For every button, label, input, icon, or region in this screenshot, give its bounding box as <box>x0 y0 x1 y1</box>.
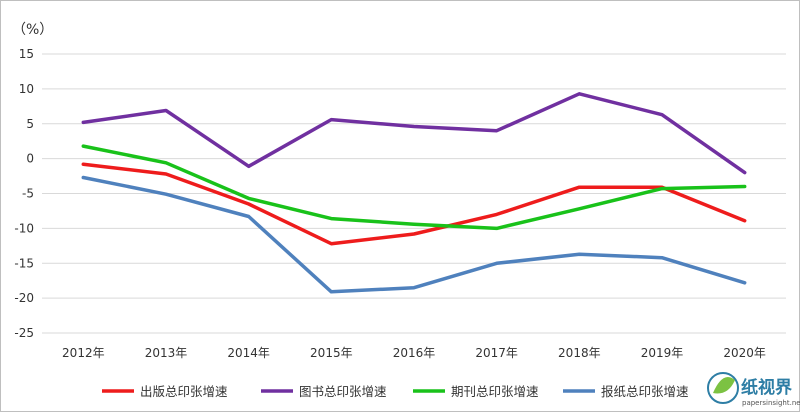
series-line-1 <box>81 162 747 246</box>
data-point <box>743 171 746 174</box>
data-point <box>82 163 85 166</box>
data-point <box>330 217 333 220</box>
data-point <box>660 113 663 116</box>
x-tick-label: 2018年 <box>558 346 601 360</box>
data-point <box>660 187 663 190</box>
x-tick-label: 2012年 <box>62 346 105 360</box>
legend-label: 图书总印张增速 <box>299 384 387 399</box>
y-tick-label: -25 <box>14 326 34 340</box>
x-tick-label: 2017年 <box>475 346 518 360</box>
data-point <box>578 253 581 256</box>
series-line-4 <box>81 175 747 294</box>
y-axis-ticks: 15 10 5 0 -5 -10 -15 -20 -25 <box>14 47 34 340</box>
data-point <box>247 202 250 205</box>
series-line-2 <box>81 92 747 175</box>
data-point <box>82 144 85 147</box>
x-axis-ticks: 2012年 2013年 2014年 2015年 2016年 2017年 2018年 2019年… <box>62 346 766 360</box>
data-point <box>164 161 167 164</box>
y-tick-label: -20 <box>14 291 34 305</box>
series-lines <box>81 92 747 294</box>
y-tick-label: 0 <box>26 152 34 166</box>
data-point <box>247 197 250 200</box>
data-point <box>164 172 167 175</box>
series-line-3 <box>81 144 747 231</box>
x-tick-label: 2013年 <box>145 346 188 360</box>
data-point <box>164 193 167 196</box>
data-point <box>247 215 250 218</box>
watermark-text: 纸视界 <box>741 377 792 398</box>
y-tick-label: 5 <box>26 117 34 131</box>
watermark-subtext: papersinsight.net <box>742 399 800 407</box>
grid-lines <box>42 53 786 334</box>
data-point <box>412 286 415 289</box>
data-point <box>412 223 415 226</box>
x-tick-label: 2014年 <box>227 346 270 360</box>
data-point <box>578 92 581 95</box>
legend-label: 出版总印张增速 <box>140 384 228 399</box>
data-point <box>743 281 746 284</box>
data-point <box>578 186 581 189</box>
watermark-leaf-icon <box>707 372 739 404</box>
x-tick-label: 2016年 <box>393 346 436 360</box>
watermark-leaf-shape <box>713 376 735 394</box>
data-point <box>247 165 250 168</box>
y-tick-label: -10 <box>14 221 34 235</box>
y-tick-label: -5 <box>22 187 34 201</box>
x-tick-label: 2019年 <box>641 346 684 360</box>
x-tick-label: 2020年 <box>723 346 766 360</box>
data-point <box>330 290 333 293</box>
data-point <box>495 213 498 216</box>
data-point <box>330 118 333 121</box>
legend-label: 期刊总印张增速 <box>451 384 539 399</box>
data-point <box>164 109 167 112</box>
unit-label: （%） <box>12 22 53 38</box>
y-tick-label: 10 <box>19 82 34 96</box>
data-point <box>495 227 498 230</box>
y-tick-label: 15 <box>19 47 34 61</box>
data-point <box>412 125 415 128</box>
data-point <box>495 129 498 132</box>
data-point <box>743 185 746 188</box>
data-point <box>412 232 415 235</box>
data-point <box>660 256 663 259</box>
data-point <box>330 242 333 245</box>
data-point <box>578 207 581 210</box>
watermark-logo: 纸视界 papersinsight.net <box>707 372 800 407</box>
data-point <box>743 219 746 222</box>
data-point <box>82 121 85 124</box>
legend-label: 报纸总印张增速 <box>601 384 689 399</box>
data-point <box>82 176 85 179</box>
y-tick-label: -15 <box>14 256 34 270</box>
legend: 出版总印张增速 图书总印张增速 期刊总印张增速 报纸总印张增速 <box>102 384 689 399</box>
x-tick-label: 2015年 <box>310 346 353 360</box>
data-point <box>495 262 498 265</box>
